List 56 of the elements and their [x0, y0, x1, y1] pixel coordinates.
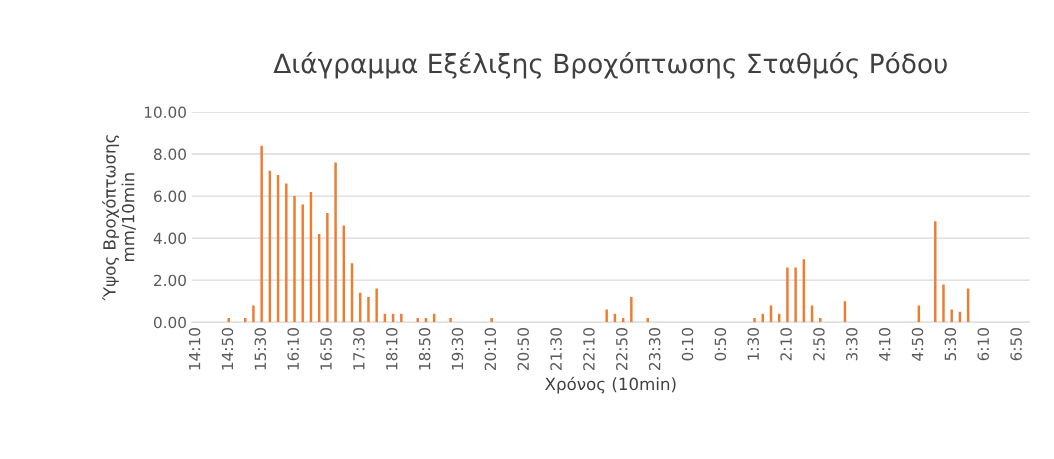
bar [260, 145, 263, 323]
x-axis-title: Χρόνος (10min) [545, 376, 676, 394]
y-tick-label: 2.00 [154, 274, 186, 287]
x-tick-label: 0:50 [714, 328, 727, 361]
x-tick-label: 2:10 [780, 328, 792, 361]
x-tick-label: 17:30 [353, 328, 365, 370]
bar [252, 305, 255, 323]
bar [301, 204, 304, 323]
x-tick-label: 14:50 [221, 328, 234, 370]
y-tick-label: 4.00 [153, 232, 186, 245]
x-tick-label: 1:30 [747, 328, 759, 360]
x-tick-label: 3:30 [846, 328, 858, 361]
x-tick-label: 20:10 [484, 328, 497, 370]
x-tick-label: 4:10 [878, 328, 891, 361]
bar [285, 183, 288, 323]
bar [819, 318, 822, 323]
bar [293, 196, 296, 323]
bar [630, 296, 633, 323]
chart-title: Διάγραμμα Εξέλιξης Βροχόπτωσης Σταθμός Ρόδου [273, 52, 947, 79]
x-tick-label: 19:30 [451, 328, 464, 370]
bar [326, 212, 329, 323]
y-tick-label: 0.00 [153, 316, 186, 329]
x-tick-label: 18:10 [385, 328, 398, 370]
bar [786, 267, 789, 323]
y-axis-title: Ύψος Βροχόπτωσης mm/10min [102, 135, 136, 301]
bar [753, 318, 756, 323]
bar [375, 288, 378, 323]
bar [942, 284, 945, 323]
y-tick-label: 10.00 [144, 106, 186, 119]
bar [934, 221, 937, 323]
y-tick-label: 6.00 [154, 190, 186, 203]
x-tick-label: 20:50 [517, 328, 529, 370]
bar [794, 267, 797, 323]
x-tick-label: 23:30 [648, 328, 661, 370]
x-tick-label: 6:10 [977, 328, 990, 361]
x-tick-label: 16:50 [320, 328, 332, 370]
y-tick-label: 8.00 [153, 148, 186, 161]
x-tick-label: 16:10 [287, 328, 299, 370]
bar [449, 318, 452, 323]
x-tick-label: 14:10 [188, 328, 201, 370]
x-tick-label: 15:30 [254, 328, 267, 370]
bar [334, 162, 337, 323]
bar [400, 313, 403, 323]
x-tick-label: 4:50 [911, 328, 924, 361]
x-tick-label: 0:10 [681, 328, 694, 361]
bar [367, 296, 370, 323]
bar [605, 309, 608, 323]
x-tick-label: 6:50 [1010, 328, 1022, 361]
x-tick-label: 2:50 [813, 328, 825, 361]
x-tick-label: 22:50 [615, 328, 628, 370]
x-tick-label: 22:10 [583, 328, 595, 370]
bar [950, 309, 953, 323]
x-tick-label: 5:30 [944, 328, 957, 361]
x-tick-label: 21:30 [550, 328, 562, 370]
x-tick-label: 18:50 [418, 328, 431, 370]
bar [490, 318, 493, 323]
